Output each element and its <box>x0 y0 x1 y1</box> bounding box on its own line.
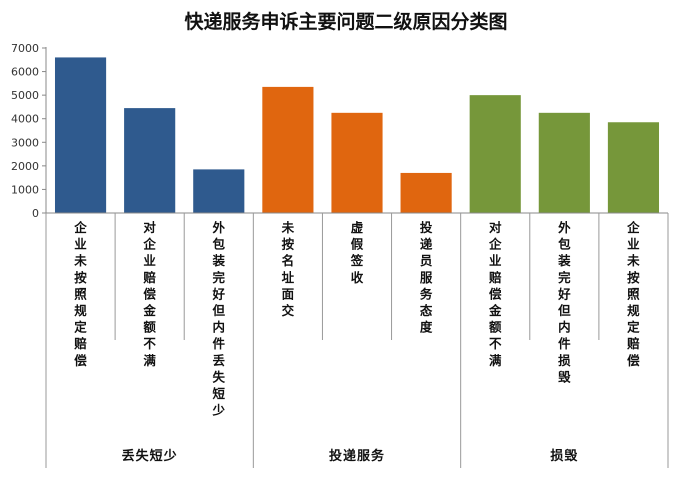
y-axis: 0 1000 2000 3000 4000 5000 6000 7000 <box>11 42 47 220</box>
chart-title: 快递服务申诉主要问题二级原因分类图 <box>184 10 507 33</box>
bar <box>193 169 245 213</box>
y-tick-label: 1000 <box>11 183 39 196</box>
y-tick-label: 0 <box>32 207 39 220</box>
bar <box>538 112 590 213</box>
y-tick-label: 5000 <box>11 89 39 102</box>
bar <box>262 86 314 213</box>
category-label: 企业未按照规定赔偿 <box>73 220 87 368</box>
y-tick-label: 7000 <box>11 42 39 55</box>
bar <box>607 122 660 213</box>
y-tick-label: 2000 <box>11 160 39 173</box>
category-label: 企业未按照规定赔偿 <box>626 220 640 368</box>
category-label: 虚假签收 <box>350 220 364 285</box>
y-tick-label: 4000 <box>11 113 39 126</box>
category-label: 未按名址面交 <box>281 220 295 318</box>
category-label: 外包装完好但内件丢失短少 <box>212 220 226 418</box>
bar <box>124 108 176 213</box>
category-label: 投递员服务态度 <box>420 220 433 335</box>
group-label: 损毁 <box>550 448 578 464</box>
category-label: 对企业赔偿金额不满 <box>488 220 502 368</box>
group-label: 丢失短少 <box>122 448 178 464</box>
y-tick-label: 3000 <box>11 136 39 149</box>
bar <box>54 57 107 213</box>
bar <box>400 172 452 213</box>
category-label: 对企业赔偿金额不满 <box>142 220 156 368</box>
y-tick-label: 6000 <box>11 66 39 79</box>
bars <box>54 57 660 213</box>
category-label: 外包装完好但内件损毁 <box>557 220 571 384</box>
bar <box>331 112 383 213</box>
bar <box>469 95 521 213</box>
group-label: 投递服务 <box>329 448 385 464</box>
